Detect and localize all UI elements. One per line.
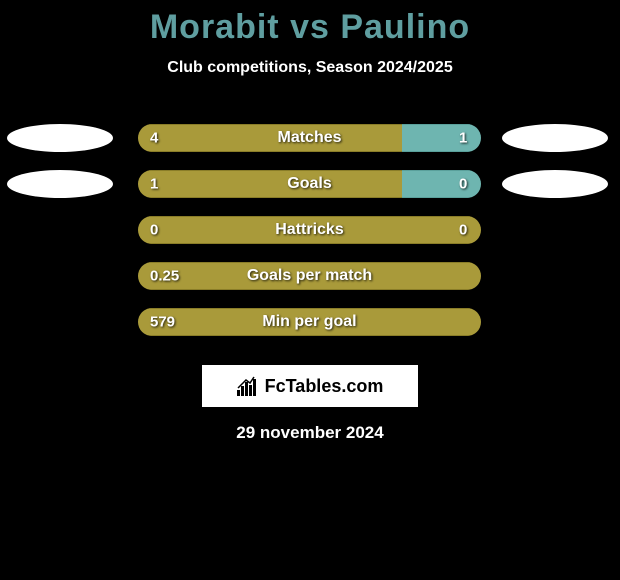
player-right-marker <box>502 170 608 198</box>
player-right-marker <box>502 124 608 152</box>
stat-row: 00Hattricks <box>0 207 620 253</box>
snapshot-date: 29 november 2024 <box>0 423 620 443</box>
chart-icon <box>237 376 259 396</box>
stat-label: Hattricks <box>138 221 481 239</box>
stat-label: Goals <box>138 175 481 193</box>
brand-text: FcTables.com <box>265 376 384 397</box>
brand-badge: FcTables.com <box>202 365 418 407</box>
stat-label: Goals per match <box>138 267 481 285</box>
player-left-marker <box>7 124 113 152</box>
comparison-subtitle: Club competitions, Season 2024/2025 <box>0 59 620 77</box>
comparison-title: Morabit vs Paulino <box>0 0 620 47</box>
stat-label: Matches <box>138 129 481 147</box>
stat-row: 0.25Goals per match <box>0 253 620 299</box>
stat-row: 579Min per goal <box>0 299 620 345</box>
player-left-marker <box>7 170 113 198</box>
stat-label: Min per goal <box>138 313 481 331</box>
stats-rows: 41Matches10Goals00Hattricks0.25Goals per… <box>0 115 620 345</box>
stat-row: 10Goals <box>0 161 620 207</box>
stat-row: 41Matches <box>0 115 620 161</box>
